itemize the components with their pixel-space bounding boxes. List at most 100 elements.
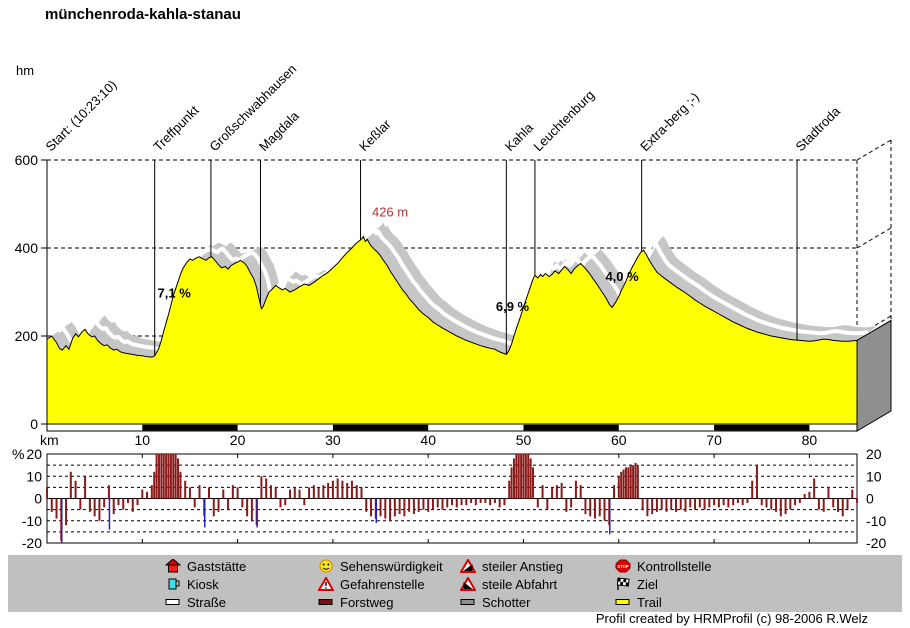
gradient-bar <box>484 498 487 503</box>
legend-item-label: Straße <box>187 594 227 610</box>
x-tick-label: 50 <box>516 432 532 448</box>
gradient-bar <box>560 482 563 499</box>
legend-item-label: steiler Anstieg <box>482 558 563 574</box>
gradient-bar <box>55 498 58 519</box>
gradient-bar <box>198 485 201 499</box>
stop-icon: STOP <box>615 559 631 573</box>
gradient-bar <box>474 498 477 506</box>
legend-item-label: Schotter <box>482 594 531 610</box>
gradient-bar <box>524 454 527 499</box>
gradient-bar <box>679 498 682 510</box>
gradient-bar <box>512 458 515 499</box>
gradient-bar <box>646 498 649 517</box>
gradient-bar <box>460 498 463 506</box>
gradient-bar <box>308 487 311 499</box>
legend-item: Sehenswürdigkeit <box>318 557 443 575</box>
gradient-bar <box>674 498 677 512</box>
waypoint-label: Start: (10:23:10) <box>43 77 120 154</box>
gradient-bar <box>193 498 196 508</box>
gradient-axis-title: % <box>12 446 24 462</box>
km-scale-black-segment <box>714 424 810 431</box>
gradient-right-tick-label: -10 <box>866 513 886 529</box>
gradient-bar <box>593 498 596 519</box>
gradient-bar <box>813 478 816 499</box>
gradient-right-tick-label: 0 <box>866 491 874 507</box>
gradient-bar <box>208 487 211 499</box>
legend-item: steile Abfahrt <box>460 575 563 593</box>
waypoint-label: Keßlar <box>356 116 394 154</box>
legend-item-label: Kiosk <box>187 576 219 592</box>
legend-column: steiler Anstieg steile Abfahrt Schotter <box>460 557 563 611</box>
legend-item: Schotter <box>460 593 563 611</box>
warning-icon <box>318 577 334 591</box>
depth-line-600 <box>856 139 892 161</box>
gradient-bar <box>172 454 175 499</box>
legend-item-label: Sehenswürdigkeit <box>340 558 443 574</box>
legend-item: Straße <box>165 593 246 611</box>
gradient-bar <box>346 482 349 499</box>
gradient-bar <box>107 485 110 499</box>
gradient-left-tick-label: -10 <box>22 513 42 529</box>
gradient-bar <box>465 498 468 506</box>
gradient-bar <box>570 498 573 508</box>
gradient-bar <box>167 454 170 499</box>
y-tick-label: 0 <box>30 416 38 432</box>
gradient-bar <box>174 454 177 499</box>
gradient-bar <box>403 498 406 517</box>
gradient-bar <box>713 498 716 506</box>
svg-text:STOP: STOP <box>617 564 629 569</box>
gradient-bar <box>69 471 72 499</box>
gradient-bars <box>46 454 859 541</box>
gradient-bar <box>760 498 763 506</box>
y-axis-title: hm <box>16 63 34 78</box>
y-tick-label: 400 <box>15 240 39 256</box>
gradient-bar <box>222 489 225 499</box>
x-tick-label: 40 <box>420 432 436 448</box>
waypoint-label: Magdala <box>256 108 302 154</box>
gradient-bar <box>379 498 382 517</box>
km-scale-black-segment <box>523 424 619 431</box>
gradient-bar <box>169 454 172 499</box>
gradient-bar <box>212 498 215 517</box>
gradient-left-tick-label: 0 <box>34 491 42 507</box>
gradient-bar <box>360 487 363 499</box>
gradient-bar <box>422 498 425 510</box>
gradient-left-tick-label: 10 <box>26 468 42 484</box>
gradient-bar <box>117 498 120 506</box>
gradient-bar <box>336 478 339 499</box>
gradient-bar <box>93 498 96 517</box>
gradient-bar <box>641 498 644 510</box>
gradient-bar <box>698 498 701 508</box>
depth-line-400 <box>856 227 892 249</box>
gradient-bar <box>546 498 549 510</box>
gradient-bar <box>532 467 535 499</box>
legend-item-label: Ziel <box>637 576 658 592</box>
steep-descent-icon <box>460 577 476 591</box>
legend-column: Sehenswürdigkeit Gefahrenstelle Forstweg <box>318 557 443 611</box>
gradient-bar <box>179 471 182 499</box>
gradient-bar <box>446 498 449 508</box>
legend-column: Gaststätte Kiosk Straße <box>165 557 246 611</box>
gradient-bar <box>655 498 658 512</box>
gradient-bar <box>303 498 306 506</box>
gradient-bar <box>579 485 582 499</box>
gradient-bar <box>441 498 444 510</box>
gradient-bar <box>670 498 673 510</box>
gradient-bar <box>627 467 630 499</box>
gradient-bar <box>217 498 220 512</box>
km-scale-black-segment <box>332 424 429 431</box>
gradient-left-tick-label: 20 <box>26 446 42 462</box>
profile-end-slab <box>856 319 892 432</box>
gradient-bar <box>250 498 253 521</box>
gradient-bar <box>751 480 754 499</box>
gradient-left-tick-label: -20 <box>22 535 42 551</box>
gradient-bar <box>165 454 168 499</box>
gradient-bar <box>665 498 668 512</box>
gradient-bar <box>50 498 53 512</box>
gradient-bar <box>289 489 292 499</box>
gradient-bar <box>246 498 249 517</box>
gradient-bar <box>365 498 368 512</box>
elevation-area <box>46 235 858 425</box>
gradient-bar <box>412 498 415 515</box>
gradient-bar <box>341 480 344 499</box>
